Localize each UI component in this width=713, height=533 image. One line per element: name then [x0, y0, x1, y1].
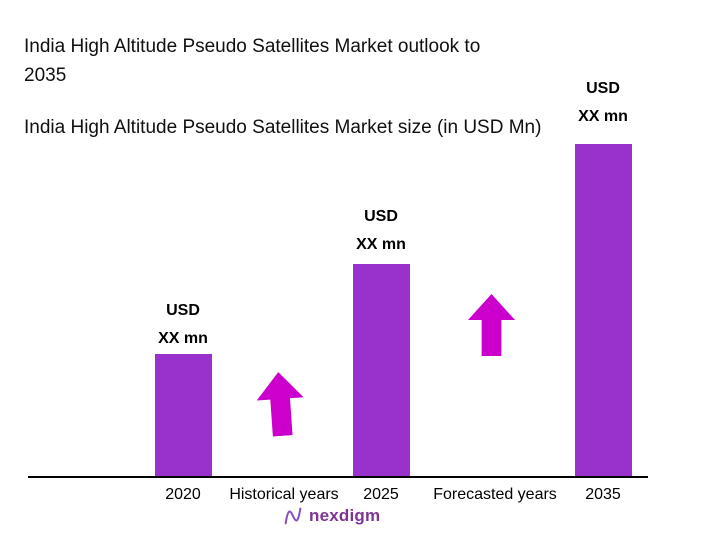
annotation-forecasted-years: Forecasted years	[433, 486, 557, 503]
brand-name: nexdigm	[309, 506, 381, 525]
annotation-historical-years: Historical years	[229, 486, 339, 503]
value-label-currency: USD	[166, 302, 200, 319]
chart-title: India High Altitude Pseudo Satellites Ma…	[24, 36, 481, 87]
bar-value-label-2020: USD XX mn	[113, 297, 253, 352]
nexdigm-wave-icon	[282, 505, 304, 527]
bar-value-label-2025: USD XX mn	[311, 203, 451, 258]
value-label-currency: USD	[364, 208, 398, 225]
bar-value-label-2035: USD XX mn	[533, 75, 673, 130]
value-label-currency: USD	[586, 80, 620, 97]
up-arrow-icon	[468, 294, 515, 356]
x-tick-2035: 2035	[585, 486, 621, 503]
value-label-amount: XX mn	[356, 235, 406, 253]
brand-logo: nexdigm	[282, 505, 380, 527]
x-tick-2025: 2025	[363, 486, 399, 503]
bar-2035	[575, 144, 632, 476]
chart-subtitle: India High Altitude Pseudo Satellites Ma…	[24, 117, 542, 138]
value-label-amount: XX mn	[158, 329, 208, 347]
x-axis-line	[28, 476, 648, 478]
value-label-amount: XX mn	[578, 107, 628, 125]
up-arrow-icon	[255, 370, 306, 437]
bar-2020	[155, 354, 212, 476]
bar-2025	[353, 264, 410, 476]
x-tick-2020: 2020	[165, 486, 201, 503]
